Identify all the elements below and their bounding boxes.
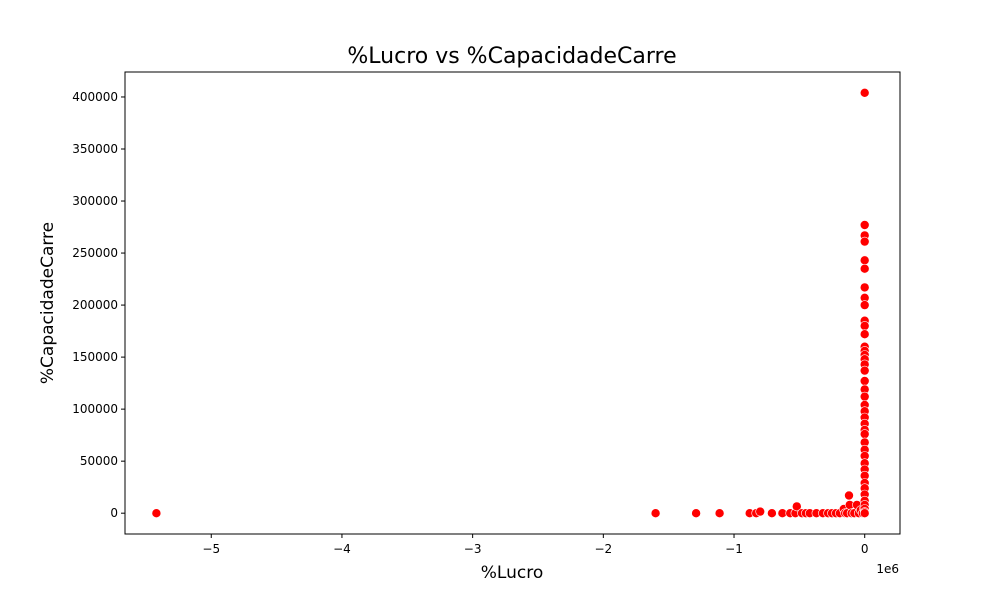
x-tick-label-4: −1 (725, 542, 743, 556)
data-point-59 (859, 429, 870, 439)
x-tick-label-5: 0 (861, 542, 869, 556)
data-point-36 (859, 236, 870, 247)
data-point-53 (859, 391, 870, 402)
data-point-51 (859, 376, 870, 386)
data-point-43 (859, 321, 870, 331)
points-layer (151, 88, 870, 519)
y-tick-label-8: 400000 (72, 90, 118, 104)
chart-title: %Lucro vs %CapacidadeCarre (347, 44, 676, 69)
x-tick-label-3: −2 (594, 542, 612, 556)
y-tick-label-1: 50000 (80, 454, 118, 468)
y-tick-label-2: 100000 (72, 402, 118, 416)
y-tick-label-5: 250000 (72, 246, 118, 260)
data-point-6 (755, 506, 766, 517)
x-tick-label-1: −4 (333, 542, 351, 556)
data-point-34 (859, 220, 870, 230)
data-point-1 (650, 508, 661, 519)
data-point-2 (691, 508, 701, 519)
x-tick-label-2: −3 (464, 542, 482, 556)
y-tick-label-3: 150000 (72, 350, 118, 364)
x-axis-label: %Lucro (481, 563, 543, 583)
x-axis-offset-label: 1e6 (876, 562, 899, 576)
data-point-41 (859, 300, 870, 310)
data-point-7 (767, 508, 777, 519)
data-point-38 (859, 263, 870, 274)
data-point-44 (859, 329, 870, 340)
plot-frame (124, 71, 901, 535)
data-point-50 (859, 365, 870, 376)
y-axis-label: %CapacidadeCarre (38, 222, 58, 384)
y-tick-label-6: 300000 (72, 194, 118, 208)
data-point-39 (859, 282, 870, 293)
y-tick-label-7: 350000 (72, 142, 118, 156)
data-point-0 (151, 508, 162, 519)
y-tick-label-0: 0 (110, 506, 118, 520)
data-point-24 (844, 490, 854, 501)
data-point-3 (714, 508, 725, 519)
data-point-37 (859, 255, 870, 266)
y-axis: 0 50000 100000 150000 200000 250000 300000 3500… (72, 90, 125, 520)
x-axis: −5 −4 −3 −2 −1 0 (202, 534, 869, 556)
data-point-33 (859, 88, 870, 98)
data-point-73 (859, 508, 870, 519)
x-tick-label-0: −5 (202, 542, 220, 556)
data-point-11 (791, 501, 802, 512)
y-tick-label-4: 200000 (72, 298, 118, 312)
